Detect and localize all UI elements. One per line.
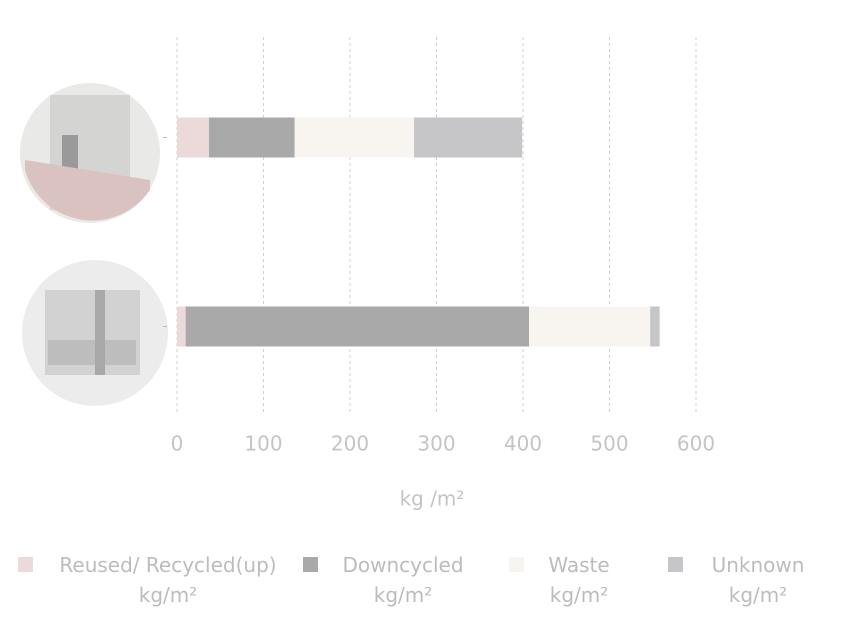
legend-swatch: [509, 557, 524, 572]
x-tick-label: 400: [504, 432, 542, 456]
bar-segment: [294, 117, 415, 158]
bar-segment: [185, 306, 530, 347]
x-tick-label: 200: [331, 432, 369, 456]
bar-segment: [209, 117, 295, 158]
bar-segment: [177, 306, 186, 347]
legend-swatch: [18, 557, 33, 572]
building-image-2: [22, 260, 168, 406]
legend-label: Waste kg/m²: [548, 553, 610, 607]
legend-swatch: [668, 557, 683, 572]
bar-segment: [529, 306, 651, 347]
x-tick-label: 0: [171, 432, 184, 456]
legend-entry: Unknown kg/m²: [668, 550, 823, 610]
legend-entry: Downcycled kg/m²: [303, 550, 478, 610]
bar-segment: [414, 117, 523, 158]
x-tick-label: 600: [677, 432, 715, 456]
legend-entry: Reused/ Recycled(up) kg/m²: [18, 550, 293, 610]
legend-label: Unknown kg/m²: [711, 553, 805, 607]
x-tick-label: 500: [590, 432, 628, 456]
bar-segment: [650, 306, 660, 347]
legend-entry: Waste kg/m²: [509, 550, 624, 610]
x-tick-label: 300: [417, 432, 455, 456]
bar-segment: [177, 117, 210, 158]
legend-label: Reused/ Recycled(up) kg/m²: [59, 553, 277, 607]
legend-label: Downcycled kg/m²: [342, 553, 464, 607]
building-image-1: [20, 83, 160, 223]
x-axis-title: kg /m²: [400, 487, 465, 511]
legend-swatch: [303, 557, 318, 572]
x-tick-label: 100: [244, 432, 282, 456]
